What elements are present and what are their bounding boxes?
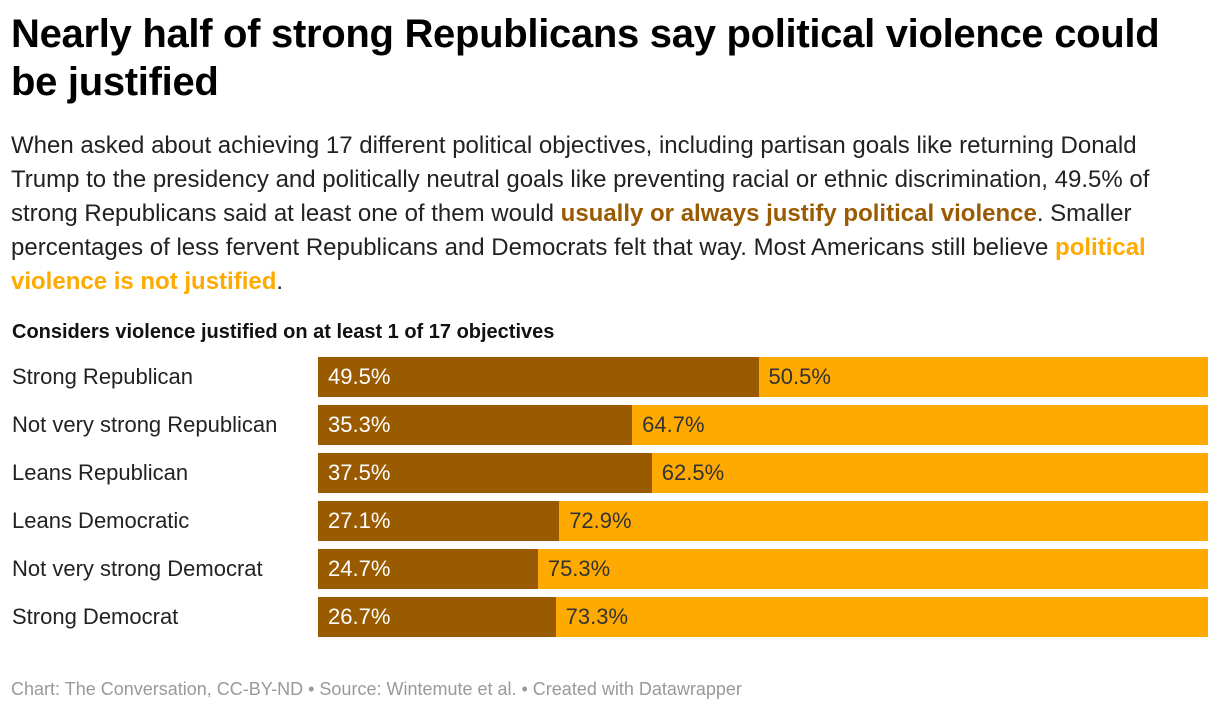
data-label: 35.3%: [328, 412, 391, 437]
data-label: 37.5%: [328, 460, 391, 485]
bar-justified: [318, 405, 633, 445]
data-label: 24.7%: [328, 556, 391, 581]
data-label: 49.5%: [328, 364, 391, 389]
subtitle-text: When asked about achieving 17 different …: [11, 132, 1150, 227]
bar-justified: [318, 453, 652, 493]
category-label: Not very strong Republican: [12, 412, 278, 437]
category-label: Strong Republican: [12, 364, 194, 389]
subtitle-text: .: [276, 268, 284, 295]
data-label: 64.7%: [642, 412, 705, 437]
bar-justified: [318, 501, 560, 541]
subtitle-highlight-not-justified: political violence is not justified: [11, 234, 1146, 295]
chart-subtitle: When asked about achieving 17 different …: [11, 129, 1206, 299]
bar-not-justified: [537, 549, 1208, 589]
bar-justified: [318, 549, 538, 589]
bar-not-justified: [758, 357, 1208, 397]
data-label: 26.7%: [328, 604, 391, 629]
category-label: Strong Democrat: [12, 604, 179, 629]
category-label: Not very strong Democrat: [12, 556, 263, 581]
bar-not-justified: [559, 501, 1208, 541]
bar-not-justified: [555, 597, 1208, 637]
subtitle-highlight-justified: usually or always justify political viol…: [560, 200, 1037, 227]
bar-justified: [318, 357, 759, 397]
data-label: 50.5%: [768, 364, 831, 389]
category-label: Leans Democratic: [12, 508, 190, 533]
data-label: 27.1%: [328, 508, 391, 533]
data-label: 62.5%: [661, 460, 725, 485]
subtitle-text: . Smaller percentages of less fervent Re…: [11, 200, 1132, 261]
bar-not-justified: [651, 453, 1208, 493]
category-label: Leans Republican: [12, 460, 189, 485]
data-label: 75.3%: [547, 556, 611, 581]
chart-title: Nearly half of strong Republicans say po…: [11, 12, 1160, 104]
data-label: 72.9%: [569, 508, 632, 533]
chart-footer: Chart: The Conversation, CC-BY-ND • Sour…: [11, 679, 742, 699]
chart-header: Considers violence justified on at least…: [12, 321, 555, 343]
data-label: 73.3%: [565, 604, 629, 629]
bar-justified: [318, 597, 556, 637]
bar-not-justified: [632, 405, 1208, 445]
